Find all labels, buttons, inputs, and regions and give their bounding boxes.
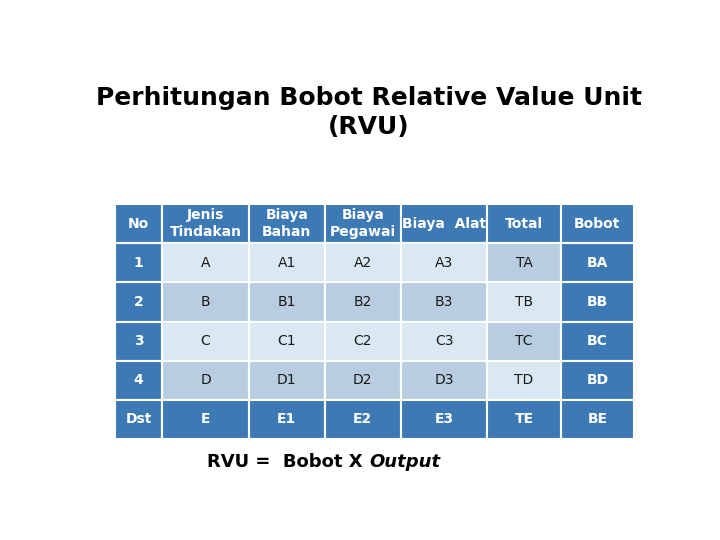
Text: D2: D2	[353, 373, 372, 387]
Bar	[115, 204, 162, 243]
Bar	[401, 243, 487, 282]
Bar	[401, 204, 487, 243]
Bar	[162, 204, 249, 243]
Bar	[249, 282, 325, 321]
Text: D3: D3	[434, 373, 454, 387]
Text: 2: 2	[134, 295, 143, 309]
Bar	[401, 361, 487, 400]
Bar	[162, 243, 249, 282]
Bar	[249, 400, 325, 439]
Bar	[561, 321, 634, 361]
Bar	[115, 282, 162, 321]
Bar	[487, 321, 561, 361]
Text: D1: D1	[277, 373, 297, 387]
Text: A3: A3	[435, 256, 453, 270]
Bar	[325, 282, 401, 321]
Bar	[249, 204, 325, 243]
Bar	[561, 361, 634, 400]
Text: Output: Output	[369, 453, 440, 471]
Text: BD: BD	[586, 373, 608, 387]
Text: C3: C3	[435, 334, 454, 348]
Text: 4: 4	[134, 373, 143, 387]
Text: Jenis
Tindakan: Jenis Tindakan	[169, 208, 241, 239]
Bar	[487, 400, 561, 439]
Bar	[487, 243, 561, 282]
Text: C: C	[201, 334, 210, 348]
Bar	[561, 204, 634, 243]
Bar	[401, 321, 487, 361]
Bar	[162, 400, 249, 439]
Text: C1: C1	[277, 334, 296, 348]
Text: BC: BC	[587, 334, 608, 348]
Bar	[325, 321, 401, 361]
Text: BB: BB	[587, 295, 608, 309]
Bar	[401, 282, 487, 321]
Text: TC: TC	[516, 334, 533, 348]
Text: D: D	[200, 373, 211, 387]
Bar	[487, 282, 561, 321]
Bar	[487, 361, 561, 400]
Bar	[249, 243, 325, 282]
Text: B1: B1	[277, 295, 296, 309]
Text: E: E	[201, 413, 210, 427]
Text: Biaya  Alat: Biaya Alat	[402, 217, 486, 231]
Bar	[401, 400, 487, 439]
Text: (RVU): (RVU)	[328, 115, 410, 139]
Text: B2: B2	[354, 295, 372, 309]
Text: C2: C2	[354, 334, 372, 348]
Text: 1: 1	[134, 256, 143, 270]
Bar	[162, 282, 249, 321]
Text: Biaya
Pegawai: Biaya Pegawai	[330, 208, 396, 239]
Bar	[325, 400, 401, 439]
Bar	[162, 361, 249, 400]
Bar	[115, 243, 162, 282]
Text: A2: A2	[354, 256, 372, 270]
Text: Bobot: Bobot	[574, 217, 621, 231]
Text: No: No	[128, 217, 149, 231]
Text: TE: TE	[514, 413, 534, 427]
Text: A: A	[201, 256, 210, 270]
Text: E1: E1	[277, 413, 297, 427]
Bar	[325, 361, 401, 400]
Bar	[487, 204, 561, 243]
Bar	[325, 204, 401, 243]
Text: Dst: Dst	[125, 413, 152, 427]
Text: TB: TB	[515, 295, 533, 309]
Text: B: B	[201, 295, 210, 309]
Bar	[249, 321, 325, 361]
Text: E3: E3	[434, 413, 454, 427]
Bar	[115, 321, 162, 361]
Text: TA: TA	[516, 256, 532, 270]
Text: BE: BE	[588, 413, 608, 427]
Bar	[561, 282, 634, 321]
Text: RVU =  Bobot X: RVU = Bobot X	[207, 453, 369, 471]
Text: Biaya
Bahan: Biaya Bahan	[262, 208, 312, 239]
Bar	[561, 243, 634, 282]
Text: B3: B3	[435, 295, 453, 309]
Text: BA: BA	[587, 256, 608, 270]
Text: Perhitungan Bobot Relative Value Unit: Perhitungan Bobot Relative Value Unit	[96, 86, 642, 110]
Bar	[561, 400, 634, 439]
Text: A1: A1	[278, 256, 296, 270]
Text: 3: 3	[134, 334, 143, 348]
Bar	[162, 321, 249, 361]
Text: TD: TD	[514, 373, 534, 387]
Bar	[115, 400, 162, 439]
Text: E2: E2	[354, 413, 372, 427]
Bar	[115, 361, 162, 400]
Bar	[325, 243, 401, 282]
Text: Total: Total	[505, 217, 543, 231]
Bar	[249, 361, 325, 400]
